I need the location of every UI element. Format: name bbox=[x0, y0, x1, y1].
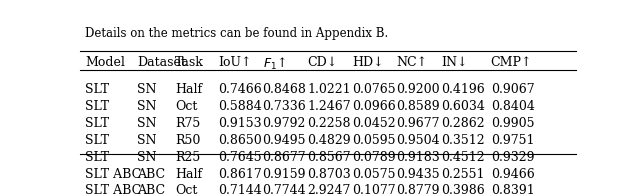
Text: 0.7645: 0.7645 bbox=[218, 151, 262, 164]
Text: HD↓: HD↓ bbox=[352, 56, 383, 69]
Text: 0.0452: 0.0452 bbox=[352, 117, 396, 130]
Text: 0.7144: 0.7144 bbox=[218, 184, 262, 196]
Text: 1.2467: 1.2467 bbox=[307, 100, 351, 113]
Text: 0.9183: 0.9183 bbox=[396, 151, 440, 164]
Text: 0.0595: 0.0595 bbox=[352, 134, 396, 147]
Text: SLT: SLT bbox=[85, 117, 109, 130]
Text: 0.8703: 0.8703 bbox=[307, 168, 351, 181]
Text: SLT: SLT bbox=[85, 151, 109, 164]
Text: SLT: SLT bbox=[85, 134, 109, 147]
Text: 2.9247: 2.9247 bbox=[307, 184, 351, 196]
Text: 0.9067: 0.9067 bbox=[491, 83, 534, 96]
Text: 0.9504: 0.9504 bbox=[396, 134, 440, 147]
Text: 0.0789: 0.0789 bbox=[352, 151, 396, 164]
Text: 0.2551: 0.2551 bbox=[441, 168, 484, 181]
Text: Oct: Oct bbox=[175, 100, 198, 113]
Text: ABC: ABC bbox=[137, 184, 165, 196]
Text: SLT: SLT bbox=[85, 100, 109, 113]
Text: 0.8404: 0.8404 bbox=[491, 100, 534, 113]
Text: Details on the metrics can be found in Appendix B.: Details on the metrics can be found in A… bbox=[85, 26, 388, 40]
Text: $F_1$↑: $F_1$↑ bbox=[262, 56, 285, 72]
Text: 1.0221: 1.0221 bbox=[307, 83, 351, 96]
Text: 0.3986: 0.3986 bbox=[441, 184, 485, 196]
Text: 0.9153: 0.9153 bbox=[218, 117, 262, 130]
Text: SN: SN bbox=[137, 151, 157, 164]
Text: SN: SN bbox=[137, 117, 157, 130]
Text: IN↓: IN↓ bbox=[441, 56, 468, 69]
Text: 0.9329: 0.9329 bbox=[491, 151, 534, 164]
Text: 0.0575: 0.0575 bbox=[352, 168, 396, 181]
Text: 0.2862: 0.2862 bbox=[441, 117, 484, 130]
Text: 0.8589: 0.8589 bbox=[396, 100, 440, 113]
Text: 0.9435: 0.9435 bbox=[396, 168, 440, 181]
Text: 0.9495: 0.9495 bbox=[262, 134, 306, 147]
Text: SLT ABC: SLT ABC bbox=[85, 184, 141, 196]
Text: 0.7336: 0.7336 bbox=[262, 100, 307, 113]
Text: R50: R50 bbox=[175, 134, 200, 147]
Text: SLT ABC: SLT ABC bbox=[85, 168, 141, 181]
Text: Model: Model bbox=[85, 56, 125, 69]
Text: 0.5884: 0.5884 bbox=[218, 100, 262, 113]
Text: SLT: SLT bbox=[85, 83, 109, 96]
Text: CMP↑: CMP↑ bbox=[491, 56, 532, 69]
Text: 0.4196: 0.4196 bbox=[441, 83, 485, 96]
Text: 0.9200: 0.9200 bbox=[396, 83, 440, 96]
Text: 0.8567: 0.8567 bbox=[307, 151, 351, 164]
Text: 0.6034: 0.6034 bbox=[441, 100, 485, 113]
Text: 0.4829: 0.4829 bbox=[307, 134, 351, 147]
Text: 0.4512: 0.4512 bbox=[441, 151, 484, 164]
Text: 0.8677: 0.8677 bbox=[262, 151, 306, 164]
Text: NC↑: NC↑ bbox=[396, 56, 428, 69]
Text: 0.9677: 0.9677 bbox=[396, 117, 440, 130]
Text: 0.0966: 0.0966 bbox=[352, 100, 396, 113]
Text: SN: SN bbox=[137, 100, 157, 113]
Text: 0.9466: 0.9466 bbox=[491, 168, 534, 181]
Text: R25: R25 bbox=[175, 151, 200, 164]
Text: 0.2258: 0.2258 bbox=[307, 117, 351, 130]
Text: R75: R75 bbox=[175, 117, 200, 130]
Text: 0.3512: 0.3512 bbox=[441, 134, 484, 147]
Text: 0.9159: 0.9159 bbox=[262, 168, 306, 181]
Text: Oct: Oct bbox=[175, 184, 198, 196]
Text: Dataset: Dataset bbox=[137, 56, 186, 69]
Text: ABC: ABC bbox=[137, 168, 165, 181]
Text: Half: Half bbox=[175, 168, 202, 181]
Text: 0.7466: 0.7466 bbox=[218, 83, 262, 96]
Text: 0.0765: 0.0765 bbox=[352, 83, 396, 96]
Text: SN: SN bbox=[137, 134, 157, 147]
Text: 0.8468: 0.8468 bbox=[262, 83, 307, 96]
Text: 0.8650: 0.8650 bbox=[218, 134, 262, 147]
Text: 0.9905: 0.9905 bbox=[491, 117, 534, 130]
Text: SN: SN bbox=[137, 83, 157, 96]
Text: CD↓: CD↓ bbox=[307, 56, 337, 69]
Text: IoU↑: IoU↑ bbox=[218, 56, 252, 69]
Text: 0.9792: 0.9792 bbox=[262, 117, 306, 130]
Text: 0.1077: 0.1077 bbox=[352, 184, 396, 196]
Text: Task: Task bbox=[175, 56, 204, 69]
Text: 0.9751: 0.9751 bbox=[491, 134, 534, 147]
Text: 0.8779: 0.8779 bbox=[396, 184, 440, 196]
Text: Half: Half bbox=[175, 83, 202, 96]
Text: 0.7744: 0.7744 bbox=[262, 184, 306, 196]
Text: 0.8617: 0.8617 bbox=[218, 168, 262, 181]
Text: 0.8391: 0.8391 bbox=[491, 184, 534, 196]
